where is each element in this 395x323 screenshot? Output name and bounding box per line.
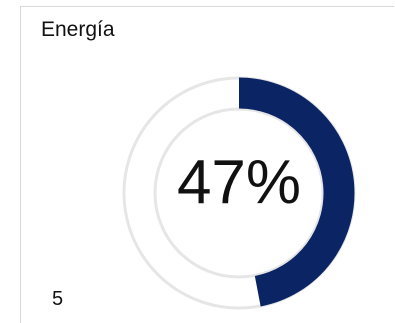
footer-value: 5 (52, 288, 64, 310)
energy-widget-panel: Energía 47% 5 (20, 6, 394, 323)
gauge-fill-arc (238, 77, 355, 307)
widget-title: Energía (41, 18, 115, 41)
gauge-percentage: 47% (176, 148, 302, 217)
gauge-inner-ring (153, 107, 325, 279)
energy-gauge (122, 76, 356, 310)
